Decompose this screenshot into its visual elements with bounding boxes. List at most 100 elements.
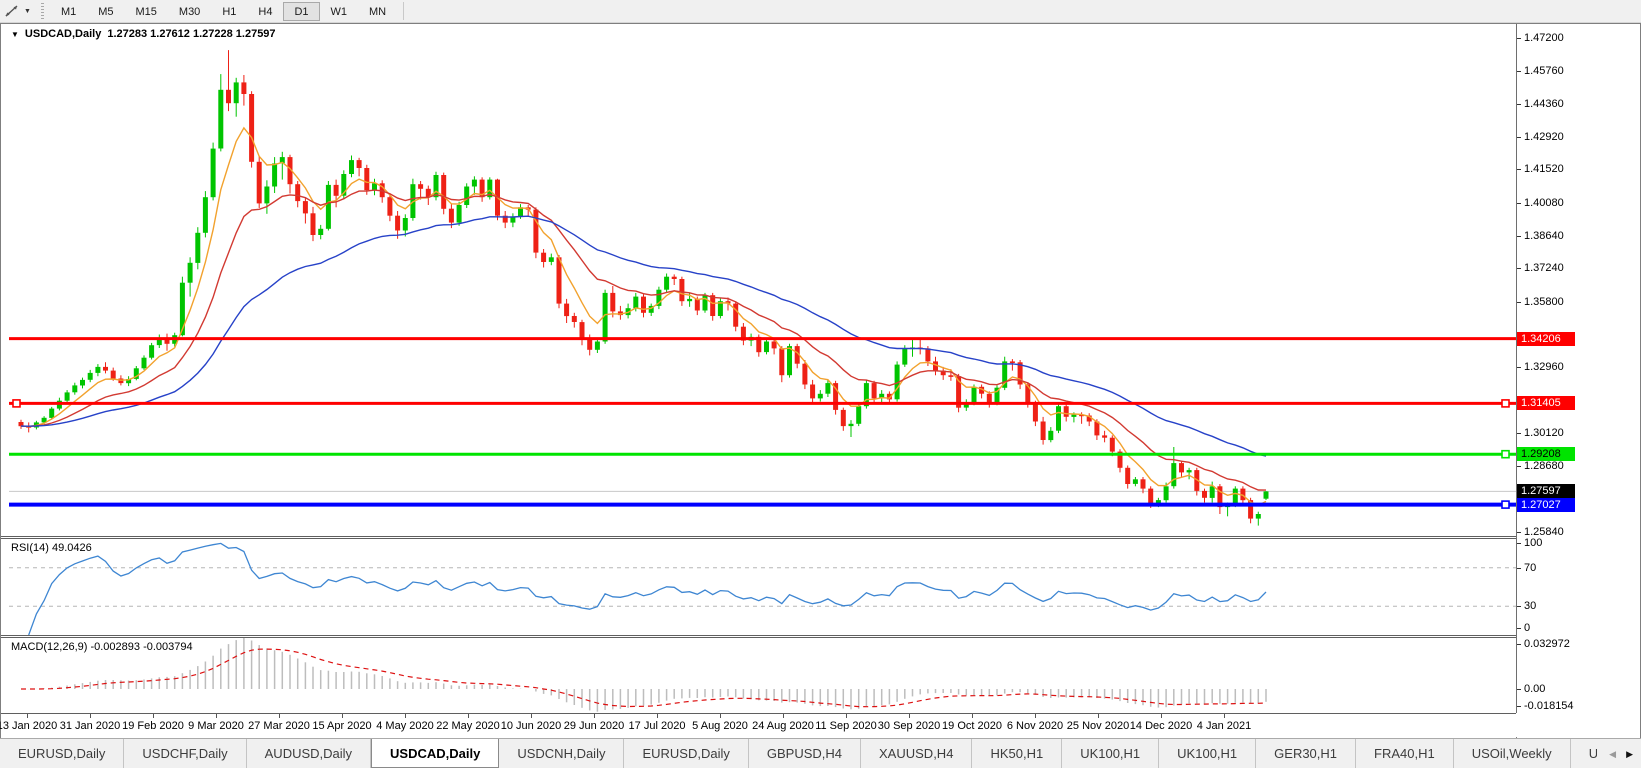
tool-dropdown-caret-icon[interactable]: ▼ <box>24 7 31 15</box>
axis-tick-mark <box>1517 137 1521 138</box>
chart-tab-usdcnh-daily[interactable]: USDCNH,Daily <box>499 739 625 768</box>
axis-tick-mark <box>1517 628 1521 629</box>
chart-tab-audusd-daily[interactable]: AUDUSD,Daily <box>247 739 372 768</box>
date-tick-mark <box>27 714 28 718</box>
date-label: 13 Jan 2020 <box>0 720 58 732</box>
date-label: 15 Apr 2020 <box>312 720 372 732</box>
macd-panel[interactable] <box>9 638 1516 713</box>
hline-handle-icon[interactable] <box>1501 500 1510 509</box>
trendline-tool-icon <box>5 5 18 17</box>
date-tick-mark <box>1224 714 1225 718</box>
axis-tick-mark <box>1517 71 1521 72</box>
chart-tab-eurusd-daily[interactable]: EURUSD,Daily <box>624 739 749 768</box>
date-label: 19 Oct 2020 <box>942 720 1002 732</box>
price-tick-label: 1.40080 <box>1524 197 1564 209</box>
timeframe-button-w1[interactable]: W1 <box>330 5 348 18</box>
price-axis[interactable]: 1.47200 1.45760 1.44360 1.42920 1.41520 1.400… <box>1517 24 1640 738</box>
timeframe-button-m1[interactable]: M1 <box>60 5 77 18</box>
date-tick-mark <box>468 714 469 718</box>
macd-indicator-label: MACD(12,26,9) -0.002893 -0.003794 <box>11 641 193 653</box>
chart-tab-usdchf-daily[interactable]: USDCHF,Daily <box>124 739 247 768</box>
timeframe-button-m15[interactable]: M15 <box>135 5 157 18</box>
axis-tick-mark <box>1517 606 1521 607</box>
date-tick-mark <box>1161 714 1162 718</box>
axis-tick-mark <box>1517 367 1521 368</box>
macd-histogram <box>27 638 1267 712</box>
price-axis-border <box>1516 24 1517 713</box>
price-tick-label: 1.45760 <box>1524 65 1564 77</box>
chart-tab-bar: EURUSD,Daily USDCHF,Daily AUDUSD,Daily USDC… <box>0 738 1641 768</box>
chart-tab-usoil-weekly[interactable]: USOil,Weekly <box>1454 739 1571 768</box>
timeframe-buttons: M1 M5 M15 M30 H1 H4 D1 W1 MN <box>50 1 397 21</box>
chart-tab-fra40-h1[interactable]: FRA40,H1 <box>1356 739 1454 768</box>
chart-tab-xauusd-h4[interactable]: XAUUSD,H4 <box>861 739 973 768</box>
date-label: 27 Mar 2020 <box>248 720 310 732</box>
rsi-indicator-label: RSI(14) 49.0426 <box>11 542 92 554</box>
date-label: 4 May 2020 <box>376 720 434 732</box>
date-tick-mark <box>153 714 154 718</box>
axis-tick-mark <box>1517 236 1521 237</box>
hline-price-label: 1.34206 <box>1517 332 1575 346</box>
chart-tab-usdcad-daily[interactable]: USDCAD,Daily <box>371 739 500 768</box>
time-axis[interactable]: 13 Jan 2020 31 Jan 2020 19 Feb 2020 9 Mar 2… <box>0 713 1516 738</box>
hline-handle-icon[interactable] <box>12 399 21 408</box>
toolbar-grip[interactable] <box>40 3 44 19</box>
timeframe-button-mn[interactable]: MN <box>369 5 387 18</box>
macd-tick-label: 0.00 <box>1524 683 1546 695</box>
tab-scroll-right-icon[interactable]: ▶ <box>1626 749 1633 759</box>
axis-tick-mark <box>1517 268 1521 269</box>
axis-tick-mark <box>1517 689 1521 690</box>
chart-ohlc-values: 1.27283 1.27612 1.27228 1.27597 <box>107 28 276 40</box>
date-tick-mark <box>216 714 217 718</box>
chart-symbol-label: USDCAD,Daily <box>24 28 102 40</box>
rsi-tick-label: 30 <box>1524 600 1537 612</box>
chart-tab-eurusd-daily[interactable]: EURUSD,Daily <box>0 739 125 768</box>
axis-tick-mark <box>1517 104 1521 105</box>
axis-tick-mark <box>1517 644 1521 645</box>
chart-tab-uk100-h1[interactable]: UK100,H1 <box>1062 739 1160 768</box>
date-tick-mark <box>342 714 343 718</box>
rsi-panel[interactable] <box>9 539 1516 635</box>
rsi-line <box>28 542 1267 635</box>
axis-tick-mark <box>1517 203 1521 204</box>
main-chart-panel[interactable] <box>9 26 1516 536</box>
hline-handle-icon[interactable] <box>1501 449 1510 459</box>
price-tick-label: 1.25840 <box>1524 526 1564 538</box>
date-label: 5 Aug 2020 <box>692 720 748 732</box>
chart-tab-uk100-h1[interactable]: UK100,H1 <box>1159 739 1257 768</box>
hline-price-label: 1.27027 <box>1517 498 1575 512</box>
tab-scroll-controls: ◀ ▶ <box>1597 740 1641 768</box>
price-tick-label: 1.42920 <box>1524 131 1564 143</box>
timeframe-button-h4[interactable]: H4 <box>258 5 273 18</box>
date-label: 10 Jun 2020 <box>500 720 562 732</box>
date-tick-mark <box>720 714 721 718</box>
date-label: 31 Jan 2020 <box>59 720 121 732</box>
timeframe-toolbar: ▼ M1 M5 M15 M30 H1 H4 D1 W1 MN <box>0 0 1641 23</box>
moving-average-6 <box>20 126 1267 507</box>
panel-splitter[interactable] <box>1 536 1516 539</box>
timeframe-button-m30[interactable]: M30 <box>178 5 201 18</box>
price-tick-label: 1.30120 <box>1524 427 1564 439</box>
price-tick-label: 1.47200 <box>1524 32 1564 44</box>
trendline-tool-button[interactable]: ▼ <box>0 1 35 22</box>
price-tick-label: 1.44360 <box>1524 98 1564 110</box>
axis-tick-mark <box>1517 433 1521 434</box>
chart-collapse-icon[interactable]: ▼ <box>11 29 19 39</box>
date-label: 4 Jan 2021 <box>1196 720 1252 732</box>
timeframe-button-m5[interactable]: M5 <box>98 5 114 18</box>
hline-handle-icon[interactable] <box>1501 399 1510 408</box>
chart-tab-ger30-h1[interactable]: GER30,H1 <box>1256 739 1357 768</box>
axis-tick-mark <box>1517 568 1521 569</box>
timeframe-button-d1[interactable]: D1 <box>283 1 320 21</box>
panel-splitter[interactable] <box>1 635 1516 638</box>
price-tick-label: 1.38640 <box>1524 230 1564 242</box>
chart-tab-hk50-h1[interactable]: HK50,H1 <box>972 739 1063 768</box>
rsi-tick-label: 100 <box>1524 537 1543 549</box>
macd-tick-label: 0.032972 <box>1524 638 1570 650</box>
tab-scroll-left-icon[interactable]: ◀ <box>1609 749 1617 759</box>
date-tick-mark <box>846 714 847 718</box>
chart-tab-gbpusd-h4[interactable]: GBPUSD,H4 <box>749 739 862 768</box>
toolbar-separator <box>403 2 405 20</box>
timeframe-button-h1[interactable]: H1 <box>222 5 237 18</box>
